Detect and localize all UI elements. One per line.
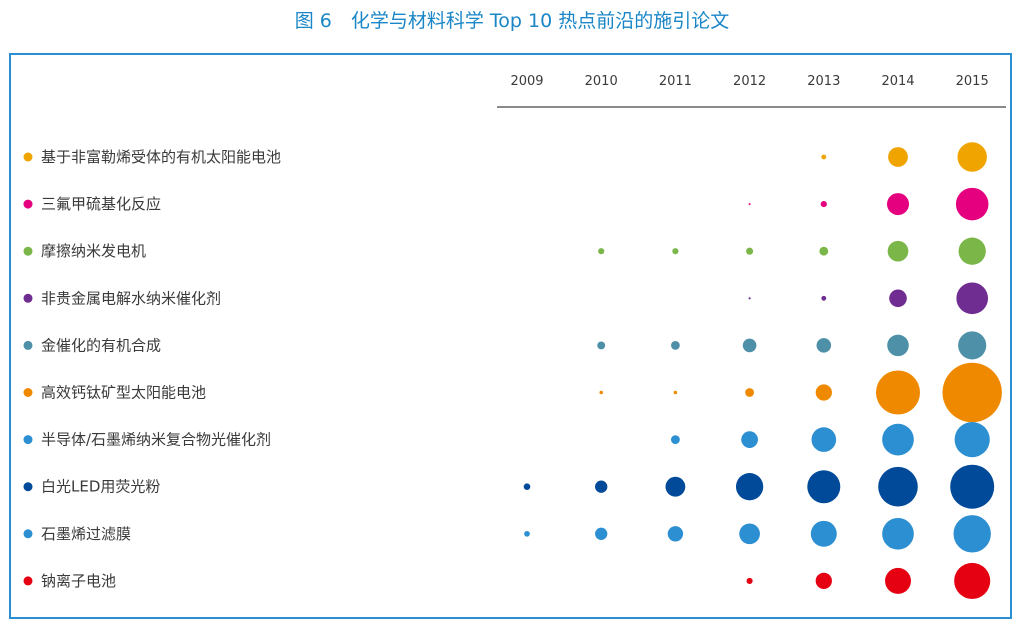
legend-dot (23, 293, 33, 303)
row-label: 金催化的有机合成 (41, 336, 161, 354)
bubble-2014 (889, 289, 907, 308)
bubble-2013 (815, 572, 832, 590)
bubble-2012 (748, 297, 751, 300)
row-label: 基于非富勒烯受体的有机太阳能电池 (41, 148, 281, 166)
row-label: 非贵金属电解水纳米催化剂 (41, 289, 221, 307)
bubble-2010 (599, 390, 603, 395)
bubble-2015 (956, 282, 989, 315)
bubble-2013 (821, 295, 827, 301)
bubble-2014 (882, 517, 914, 550)
bubble-2009 (524, 530, 530, 537)
bubble-2014 (887, 193, 909, 216)
bubble-2012 (739, 523, 760, 545)
chart-frame (9, 53, 1012, 619)
legend-dot (23, 388, 33, 397)
bubble-2012 (746, 577, 753, 584)
legend-dot (23, 152, 33, 162)
bubble-2014 (887, 240, 909, 262)
bubble-2014 (878, 466, 918, 507)
x-tick-label-2009: 2009 (510, 74, 543, 89)
bubble-2012 (745, 388, 754, 397)
bubble-2011 (671, 341, 680, 350)
bubble-2013 (811, 427, 837, 452)
bubble-2014 (885, 567, 911, 594)
legend-dot (23, 199, 33, 209)
bubble-2014 (876, 370, 920, 415)
bubble-2010 (595, 480, 608, 493)
legend-dot (23, 529, 33, 539)
x-tick-label-2011: 2011 (659, 74, 692, 89)
bubble-2011 (673, 390, 678, 395)
bubble-2013 (815, 384, 832, 401)
bubble-2012 (748, 203, 751, 206)
chart-title: 图 6 化学与材料科学 Top 10 热点前沿的施引论文 (294, 10, 730, 32)
bubble-2013 (819, 246, 829, 256)
bubble-2013 (807, 470, 841, 504)
bubble-2014 (882, 423, 914, 456)
legend-dot (23, 576, 33, 586)
bubble-2011 (672, 248, 679, 255)
bubble-2015 (958, 237, 986, 265)
legend-dot (23, 246, 33, 256)
bubble-2014 (888, 147, 908, 167)
bubble-2015 (950, 464, 995, 509)
bubble-2014 (887, 334, 909, 357)
bubble-2015 (954, 422, 990, 458)
legend-dot (23, 482, 33, 492)
bubble-2012 (742, 338, 757, 353)
legend-dot (23, 340, 33, 350)
bubble-2011 (671, 435, 680, 444)
bubble-2015 (953, 515, 991, 553)
row-label: 白光LED用荧光粉 (41, 478, 160, 496)
bubble-2010 (595, 527, 608, 540)
x-tick-label-2015: 2015 (956, 74, 989, 89)
row-label: 三氟甲硫基化反应 (41, 195, 161, 213)
bubble-2011 (665, 476, 686, 497)
row-label: 石墨烯过滤膜 (41, 525, 131, 543)
bubble-2012 (746, 247, 754, 255)
bubble-2013 (810, 520, 837, 547)
bubble-2015 (942, 362, 1002, 423)
bubble-2009 (523, 483, 531, 491)
bubble-2011 (667, 526, 684, 542)
bubble-2012 (735, 473, 764, 501)
bubble-2013 (821, 154, 827, 160)
x-tick-label-2012: 2012 (733, 74, 766, 89)
bubble-2015 (954, 562, 991, 599)
bubble-2015 (958, 331, 987, 360)
bubble-2012 (741, 431, 758, 448)
x-tick-label-2010: 2010 (585, 74, 618, 89)
x-tick-label-2013: 2013 (807, 74, 840, 89)
x-tick-label-2014: 2014 (881, 74, 914, 89)
bubble-2010 (597, 341, 606, 350)
bubble-2015 (955, 187, 989, 221)
bubble-2015 (957, 142, 987, 172)
row-label: 高效钙钛矿型太阳能电池 (41, 384, 206, 402)
bubble-2013 (816, 338, 832, 353)
row-label: 钠离子电池 (41, 572, 116, 590)
row-label: 摩擦纳米发电机 (41, 242, 146, 260)
legend-dot (23, 435, 33, 445)
bubble-2010 (598, 248, 605, 255)
bubble-2013 (820, 201, 827, 208)
row-label: 半导体/石墨烯纳米复合物光催化剂 (41, 431, 271, 449)
